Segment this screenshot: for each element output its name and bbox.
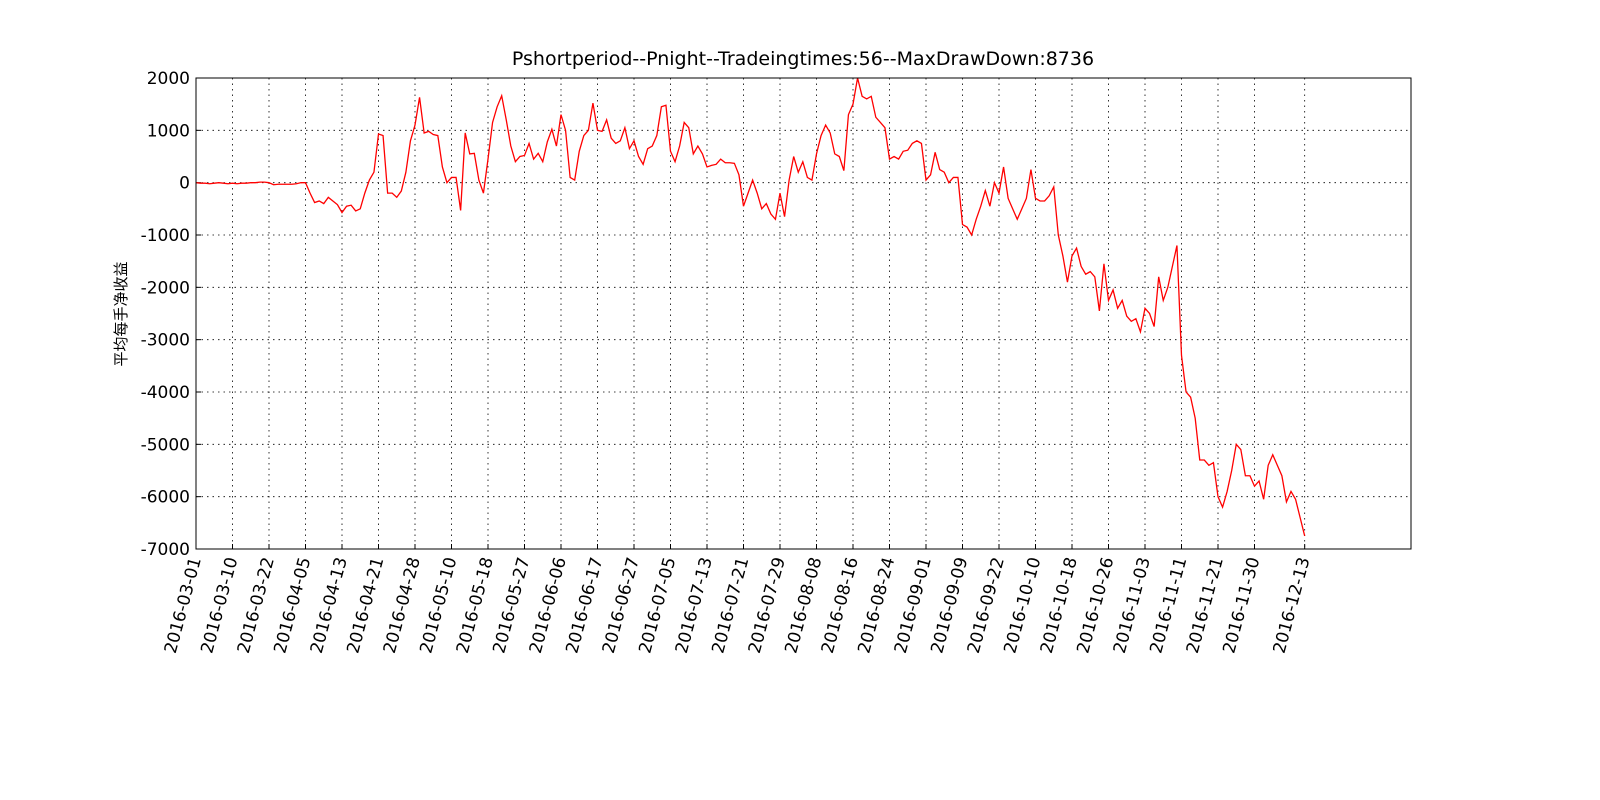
y-tick-label: -1000 (141, 226, 190, 246)
y-tick-label: -5000 (141, 435, 190, 455)
y-tick-label: -7000 (141, 540, 190, 560)
y-tick-label: 2000 (147, 69, 190, 89)
x-tick-label: 2016-11-30 (1219, 555, 1264, 656)
y-tick-label: 0 (179, 174, 190, 194)
plot-frame (195, 77, 1412, 550)
line (195, 77, 1306, 537)
y-tick-label: -2000 (141, 278, 190, 298)
y-tick-label: -3000 (141, 331, 190, 351)
chart-title: Pshortperiod--Pnight--Tradeingtimes:56--… (512, 48, 1094, 70)
y-tick-label: -6000 (141, 488, 190, 508)
y-axis-label: 平均每手净收益 (112, 261, 130, 366)
y-tick-label: -4000 (141, 383, 190, 403)
y-tick-label: 1000 (147, 121, 190, 141)
x-tick-label: 2016-12-13 (1270, 555, 1315, 656)
